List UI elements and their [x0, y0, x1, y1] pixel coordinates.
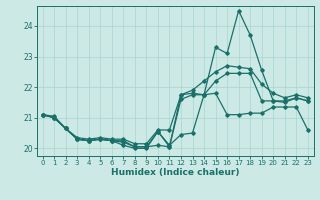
X-axis label: Humidex (Indice chaleur): Humidex (Indice chaleur)	[111, 168, 239, 177]
